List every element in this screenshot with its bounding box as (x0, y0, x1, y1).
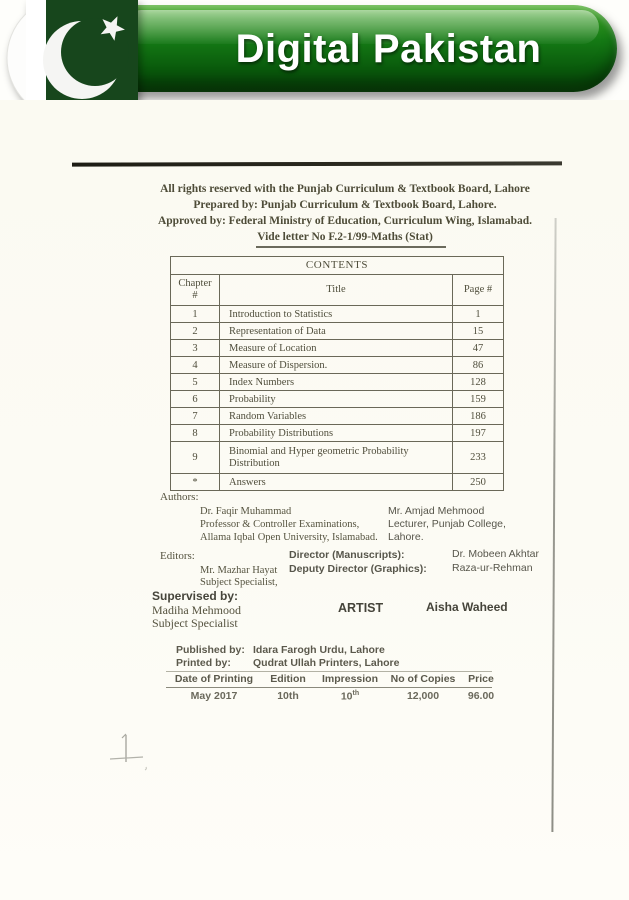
col-page: Page # (463, 284, 493, 295)
table-row: 9 Binomial and Hyper geometric Probabili… (171, 441, 503, 473)
contents-header-row: Chapter # Title Page # (171, 274, 503, 305)
printing-values-row: May 2017 10th 10th 12,000 96.00 (166, 688, 495, 703)
printed-by-value: Qudrat Ullah Printers, Lahore (253, 657, 400, 669)
printing-table: Date of Printing Edition Impression No o… (166, 671, 495, 703)
contents-caption-row: CONTENTS (171, 257, 503, 274)
editor-title: Subject Specialist, (200, 577, 278, 588)
app-banner: Digital Pakistan (64, 5, 617, 92)
copyright-line: All rights reserved with the Punjab Curr… (160, 183, 530, 195)
table-row: 8 Probability Distributions 197 (171, 424, 503, 441)
editor-name: Mr. Mazhar Hayat (200, 565, 278, 576)
supervisor-name: Madiha Mehmood (152, 603, 241, 617)
scanned-page (0, 100, 629, 900)
copyright-block: All rights reserved with the Punjab Curr… (145, 181, 545, 245)
artist-name: Aisha Waheed (426, 600, 508, 614)
table-row: 3 Measure of Location 47 (171, 339, 503, 356)
director-name: Dr. Mobeen Akhtar (452, 548, 539, 560)
copyright-underline (256, 246, 446, 248)
printing-header-row: Date of Printing Edition Impression No o… (166, 671, 494, 688)
author-left: Dr. Faqir Muhammad Professor & Controlle… (200, 506, 378, 543)
printing-date: May 2017 (190, 690, 238, 702)
printing-edition: 10th (277, 690, 299, 702)
copyright-line: Approved by: Federal Ministry of Educati… (157, 215, 533, 227)
table-row: 7 Random Variables 186 (171, 407, 503, 424)
supervisor-title: Subject Specialist (152, 616, 238, 630)
author-right: Mr. Amjad Mehmood Lecturer, Punjab Colle… (388, 505, 506, 543)
published-by-label: Published by: (176, 644, 245, 656)
table-row: 2 Representation of Data 15 (171, 322, 503, 339)
table-row: 4 Measure of Dispersion. 86 (171, 356, 503, 373)
published-by-value: Idara Farogh Urdu, Lahore (253, 644, 385, 656)
table-row: 6 Probability 159 (171, 390, 503, 407)
deputy-director-label: Deputy Director (Graphics): (289, 563, 427, 575)
copyright-line: Vide letter No F.2-1/99-Maths (Stat) (257, 231, 433, 243)
contents-table: CONTENTS Chapter # Title Page # 1 Introd… (170, 256, 504, 491)
pakistan-flag-icon (6, 0, 138, 120)
editors-label: Editors: (160, 550, 195, 562)
deputy-director-name: Raza-ur-Rehman (452, 562, 533, 574)
printing-impression: 10th (340, 690, 360, 703)
contents-title: CONTENTS (305, 259, 369, 271)
app-title: Digital Pakistan (235, 27, 542, 71)
col-title: Title (220, 275, 453, 305)
printing-price: 96.00 (467, 690, 495, 702)
authors-label: Authors: (160, 491, 199, 503)
artist-label: ARTIST (338, 601, 384, 615)
director-label: Director (Manuscripts): (289, 549, 405, 561)
table-row: 5 Index Numbers 128 (171, 373, 503, 390)
printed-by-label: Printed by: (176, 657, 231, 669)
handwritten-mark (109, 733, 147, 771)
printing-copies: 12,000 (406, 690, 440, 702)
copyright-line: Prepared by: Punjab Curriculum & Textboo… (193, 199, 497, 211)
col-chapter: Chapter # (171, 275, 220, 305)
supervised-label: Supervised by: (152, 589, 239, 603)
table-row: 1 Introduction to Statistics 1 (171, 305, 503, 322)
table-row: * Answers 250 (171, 473, 503, 490)
